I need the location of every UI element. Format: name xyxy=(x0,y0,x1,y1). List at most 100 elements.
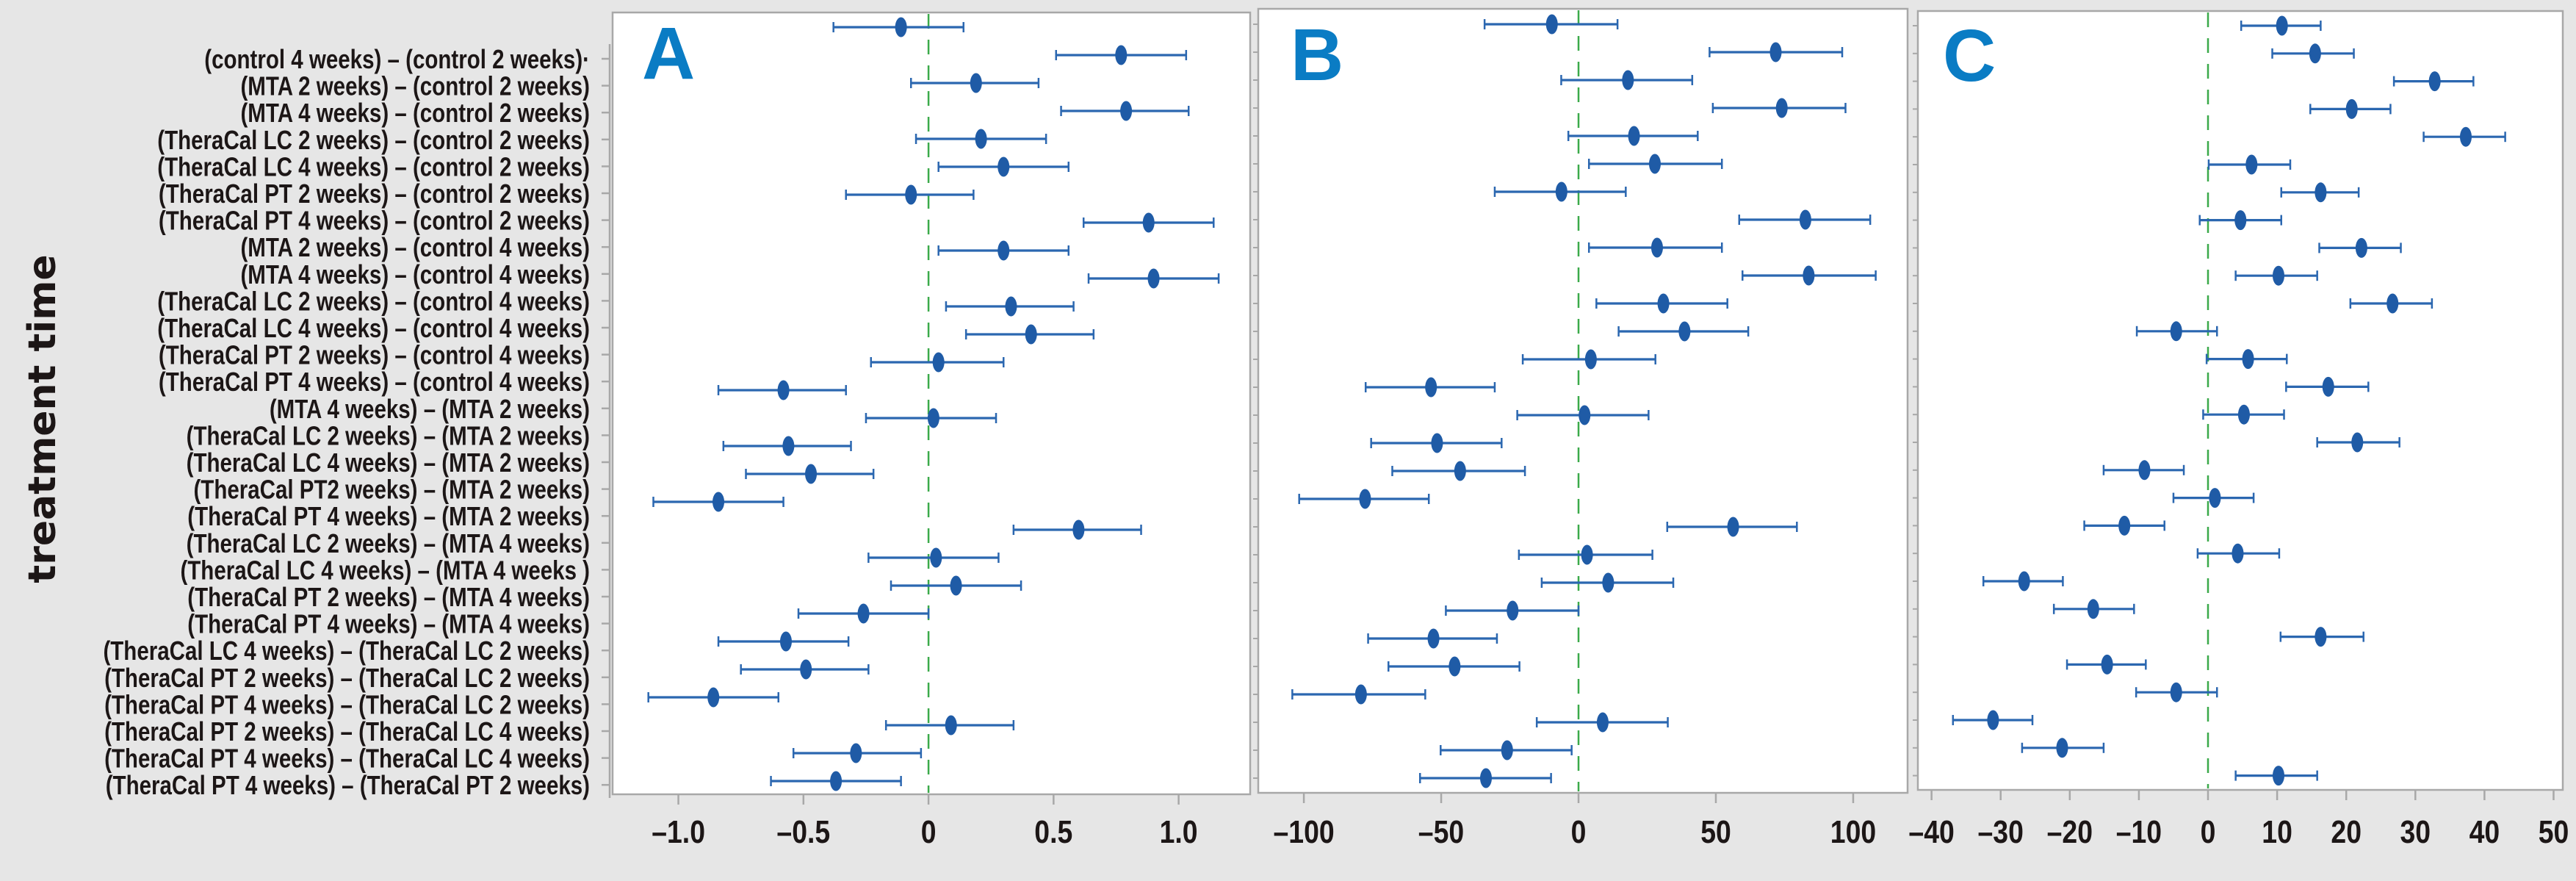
estimate-marker xyxy=(1579,405,1591,425)
estimate-marker xyxy=(927,408,939,428)
estimate-marker xyxy=(1120,101,1133,121)
interval-row xyxy=(717,380,847,400)
estimate-marker xyxy=(930,547,942,568)
estimate-marker xyxy=(1648,154,1661,174)
interval-row xyxy=(1595,293,1728,314)
estimate-marker xyxy=(2209,488,2221,508)
x-axis: –40 –30 –20 –10 0 10 20 30 40 50 xyxy=(1908,790,2569,850)
interval-row xyxy=(2309,98,2392,119)
interval-row xyxy=(2066,654,2147,675)
interval-row xyxy=(1560,70,1694,90)
interval-row xyxy=(2205,349,2288,370)
estimate-marker xyxy=(895,17,907,37)
x-tick-label: 0 xyxy=(921,813,937,850)
estimate-marker xyxy=(2101,654,2113,675)
estimate-marker xyxy=(800,659,812,680)
estimate-marker xyxy=(1507,600,1519,621)
interval-row xyxy=(1516,405,1650,425)
x-tick-label: –0.5 xyxy=(776,813,830,850)
estimate-marker xyxy=(1657,293,1670,314)
interval-row xyxy=(1055,45,1188,65)
x-tick-label: –20 xyxy=(2047,813,2093,850)
interval-row xyxy=(1952,710,2034,730)
interval-row xyxy=(1982,571,2064,591)
category-label: (TheraCal LC 2 weeks) – (MTA 2 weeks) xyxy=(187,421,590,450)
estimate-marker xyxy=(2170,321,2182,342)
estimate-marker xyxy=(2237,404,2250,425)
interval-row xyxy=(2135,321,2218,342)
category-label: (TheraCal PT 4 weeks) – (TheraCal PT 2 w… xyxy=(106,770,590,799)
interval-row xyxy=(2318,237,2402,258)
y-axis-category-labels: (control 4 weeks) – (control 2 weeks)·(M… xyxy=(103,44,590,800)
interval-row xyxy=(2052,599,2135,619)
estimate-marker xyxy=(932,352,945,373)
interval-row xyxy=(797,603,930,624)
estimate-marker xyxy=(1803,265,1815,286)
panel-label: C xyxy=(1943,15,1996,97)
estimate-marker xyxy=(1581,544,1593,565)
estimate-marker xyxy=(1545,14,1558,35)
x-tick-label: 0 xyxy=(1571,813,1587,850)
interval-row xyxy=(845,184,975,205)
interval-row xyxy=(2202,404,2285,425)
panel-label: A xyxy=(642,12,695,95)
category-label: (MTA 4 weeks) – (control 4 weeks) xyxy=(240,259,590,289)
intervals xyxy=(1291,14,1877,788)
panel-c: C –40 –30 –20 –10 0 10 20 30 40 50 xyxy=(1908,10,2569,850)
interval-row xyxy=(1540,572,1675,593)
category-label: (TheraCal PT 4 weeks) – (MTA 2 weeks) xyxy=(187,501,590,531)
estimate-marker xyxy=(1650,237,1663,258)
interval-row xyxy=(2392,71,2475,92)
interval-row xyxy=(1419,768,1552,788)
interval-row xyxy=(2083,515,2165,536)
estimate-marker xyxy=(2056,738,2068,758)
estimate-marker xyxy=(2118,515,2131,536)
estimate-marker xyxy=(2272,766,2284,786)
y-axis-ticks xyxy=(602,57,610,786)
category-label: (MTA 4 weeks) – (control 2 weeks) xyxy=(240,98,590,127)
row-ticks xyxy=(1253,24,1258,779)
estimate-marker xyxy=(1448,656,1461,677)
interval-row xyxy=(1567,126,1699,146)
estimate-marker xyxy=(1987,710,1999,730)
estimate-marker xyxy=(712,492,725,512)
x-tick-label: 100 xyxy=(1830,813,1876,850)
estimate-marker xyxy=(850,743,862,763)
estimate-marker xyxy=(782,436,795,456)
x-tick-label: 1.0 xyxy=(1160,813,1198,850)
category-label: (TheraCal PT 4 weeks) – (control 4 weeks… xyxy=(159,367,590,396)
interval-row xyxy=(1483,14,1619,35)
estimate-marker xyxy=(975,129,987,149)
category-label: (TheraCal LC 4 weeks) – (MTA 2 weeks) xyxy=(187,447,590,477)
interval-row xyxy=(937,157,1070,177)
estimate-marker xyxy=(2315,182,2327,203)
interval-row xyxy=(2316,432,2400,453)
estimate-marker xyxy=(970,73,982,93)
estimate-marker xyxy=(2234,210,2247,231)
estimate-marker xyxy=(2428,71,2441,92)
estimate-marker xyxy=(830,771,843,791)
y-axis: treatment time (control 4 weeks) – (cont… xyxy=(21,44,611,800)
interval-row xyxy=(890,575,1022,596)
interval-row xyxy=(2196,543,2281,564)
row-ticks xyxy=(1913,25,1918,777)
category-label: (TheraCal PT 4 weeks) – (MTA 4 weeks) xyxy=(187,609,590,639)
estimate-marker xyxy=(2309,43,2321,64)
intervals xyxy=(1952,15,2506,786)
category-label: (TheraCal PT 4 weeks) – (TheraCal LC 2 w… xyxy=(104,690,590,719)
interval-row xyxy=(1087,268,1220,289)
category-label: (TheraCal LC 2 weeks) – (MTA 4 weeks) xyxy=(187,528,590,558)
category-label: (TheraCal LC 2 weeks) – (control 2 weeks… xyxy=(157,125,590,154)
estimate-marker xyxy=(2018,571,2030,591)
interval-row xyxy=(647,687,780,708)
interval-row xyxy=(937,240,1070,261)
estimate-marker xyxy=(1769,42,1782,62)
estimate-marker xyxy=(1501,740,1513,760)
interval-row xyxy=(1391,461,1526,481)
estimate-marker xyxy=(2351,432,2364,453)
panel-label: B xyxy=(1291,14,1343,96)
estimate-marker xyxy=(1115,45,1128,65)
estimate-marker xyxy=(1025,324,1037,345)
category-label: (TheraCal PT 4 weeks) – (control 2 weeks… xyxy=(159,206,590,235)
